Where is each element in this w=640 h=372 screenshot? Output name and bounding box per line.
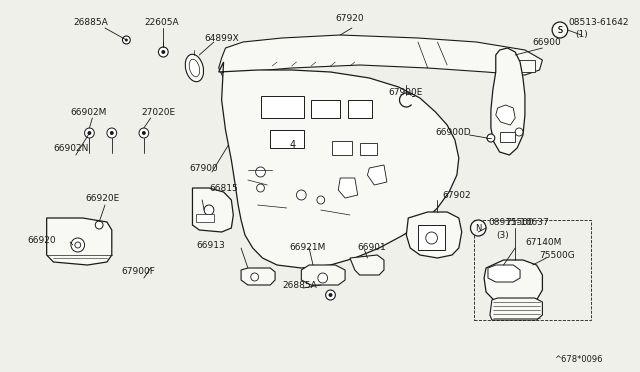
Text: 66902N: 66902N [54, 144, 89, 153]
Circle shape [75, 242, 81, 248]
Circle shape [487, 134, 495, 142]
Polygon shape [47, 218, 112, 265]
Bar [500, 132, 515, 142]
Text: 64899X: 64899X [204, 33, 239, 42]
Bar [196, 214, 214, 222]
Polygon shape [484, 260, 543, 305]
Text: N: N [475, 224, 481, 232]
Text: S: S [557, 26, 563, 35]
Text: (1): (1) [575, 29, 588, 38]
Bar [474, 220, 591, 320]
Circle shape [110, 131, 114, 135]
Circle shape [204, 205, 214, 215]
Polygon shape [491, 48, 525, 155]
Bar [311, 100, 340, 118]
Circle shape [255, 167, 266, 177]
Text: 66900D: 66900D [435, 128, 471, 137]
Circle shape [326, 290, 335, 300]
Text: 66920E: 66920E [86, 193, 120, 202]
Circle shape [139, 128, 148, 138]
Circle shape [161, 50, 165, 54]
Bar [260, 96, 304, 118]
Text: 67920: 67920 [335, 13, 364, 22]
Bar [418, 225, 445, 250]
Text: 67902: 67902 [442, 190, 471, 199]
Circle shape [122, 36, 131, 44]
Polygon shape [301, 265, 345, 285]
Circle shape [107, 128, 116, 138]
Text: 66900: 66900 [532, 38, 561, 46]
Text: 75500G: 75500G [540, 250, 575, 260]
Circle shape [318, 273, 328, 283]
Circle shape [257, 184, 264, 192]
Text: 4: 4 [290, 140, 296, 150]
Bar [348, 100, 372, 118]
Text: 08911-10637: 08911-10637 [488, 218, 548, 227]
Polygon shape [496, 105, 515, 125]
Polygon shape [350, 255, 384, 275]
Text: 66815: 66815 [209, 183, 237, 192]
Text: 22605A: 22605A [144, 17, 179, 26]
Text: S: S [557, 26, 563, 35]
Circle shape [159, 47, 168, 57]
Polygon shape [241, 268, 275, 285]
Circle shape [426, 232, 437, 244]
Text: 67900E: 67900E [389, 87, 423, 96]
Text: 26885A: 26885A [73, 17, 108, 26]
Ellipse shape [189, 59, 200, 77]
Bar [360, 143, 377, 155]
Text: 75500: 75500 [506, 218, 534, 227]
Text: 26885A: 26885A [282, 280, 317, 289]
Circle shape [470, 220, 486, 236]
Circle shape [328, 293, 332, 297]
Bar [515, 60, 534, 72]
Polygon shape [488, 265, 520, 282]
Text: 66921M: 66921M [290, 244, 326, 253]
Circle shape [251, 273, 259, 281]
Polygon shape [193, 188, 234, 232]
Text: ^678*0096: ^678*0096 [554, 355, 603, 364]
Text: 27020E: 27020E [141, 108, 175, 116]
Text: 66901: 66901 [358, 244, 387, 253]
Text: 66920: 66920 [28, 235, 56, 244]
Circle shape [142, 131, 146, 135]
Text: 66913: 66913 [196, 241, 225, 250]
Text: 67140M: 67140M [525, 237, 561, 247]
Polygon shape [339, 178, 358, 198]
Circle shape [515, 128, 523, 136]
Text: (3): (3) [496, 231, 509, 240]
Polygon shape [219, 62, 459, 268]
Circle shape [125, 38, 128, 42]
Polygon shape [406, 212, 461, 258]
Text: 67900F: 67900F [122, 267, 156, 276]
Circle shape [95, 221, 103, 229]
Circle shape [71, 238, 84, 252]
Polygon shape [490, 298, 543, 320]
Circle shape [317, 196, 324, 204]
Text: 66902M: 66902M [70, 108, 106, 116]
Polygon shape [219, 35, 543, 78]
Text: 67900: 67900 [189, 164, 218, 173]
Circle shape [84, 128, 94, 138]
Circle shape [88, 131, 92, 135]
Bar [270, 130, 304, 148]
Circle shape [296, 190, 306, 200]
Text: 08513-61642: 08513-61642 [569, 17, 629, 26]
Bar [332, 141, 352, 155]
Polygon shape [367, 165, 387, 185]
Ellipse shape [185, 54, 204, 82]
Circle shape [552, 22, 568, 38]
